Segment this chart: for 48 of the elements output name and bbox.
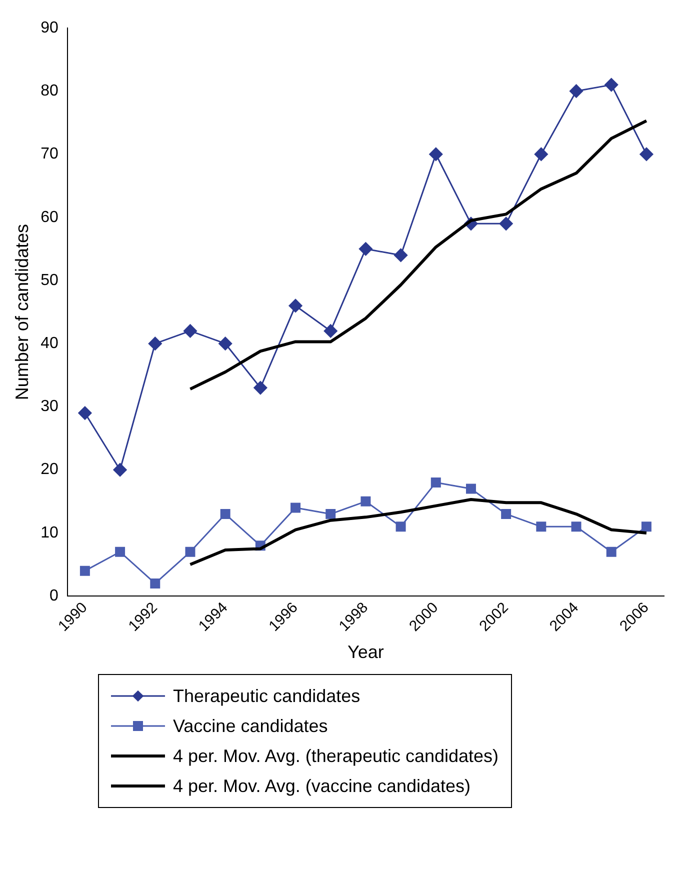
point	[430, 477, 441, 488]
point	[606, 546, 616, 557]
point	[183, 324, 197, 338]
point	[115, 546, 126, 557]
point	[536, 522, 546, 532]
point	[429, 147, 443, 161]
point	[571, 522, 582, 532]
y-tick-label: 10	[40, 524, 58, 542]
y-tick-label: 80	[40, 82, 58, 100]
y-tick-label: 40	[40, 335, 58, 352]
point	[150, 578, 160, 588]
legend-label: Vaccine candidates	[173, 715, 328, 738]
point	[148, 336, 162, 350]
y-tick-label: 50	[40, 272, 58, 289]
point	[640, 147, 654, 161]
point	[570, 84, 584, 98]
y-tick-label: 60	[40, 208, 58, 226]
point	[288, 298, 302, 312]
point	[185, 546, 196, 557]
y-tick-label: 20	[40, 461, 58, 478]
y-axis-title: Number of candidates	[12, 224, 32, 400]
point	[499, 216, 513, 230]
point	[534, 147, 548, 161]
y-tick-label: 90	[40, 19, 58, 36]
point	[641, 522, 652, 532]
point	[394, 248, 408, 262]
point	[254, 381, 268, 395]
point	[218, 336, 232, 350]
point	[360, 496, 371, 506]
point	[113, 463, 127, 477]
point	[466, 484, 476, 494]
point	[396, 522, 406, 532]
point	[501, 509, 512, 520]
x-axis-title: Year	[348, 642, 384, 662]
point	[80, 566, 90, 576]
point	[358, 242, 372, 256]
point	[326, 509, 336, 520]
legend-label: 4 per. Mov. Avg. (therapeutic candidates)	[173, 745, 499, 768]
point	[220, 509, 230, 520]
y-tick-label: 0	[49, 587, 58, 604]
legend-label: Therapeutic candidates	[173, 685, 360, 708]
point	[324, 324, 338, 338]
legend-label: 4 per. Mov. Avg. (vaccine candidates)	[173, 775, 470, 798]
point	[78, 406, 92, 420]
point	[290, 502, 301, 513]
y-tick-label: 30	[40, 398, 58, 416]
point	[604, 78, 618, 92]
y-tick-label: 70	[40, 146, 58, 163]
